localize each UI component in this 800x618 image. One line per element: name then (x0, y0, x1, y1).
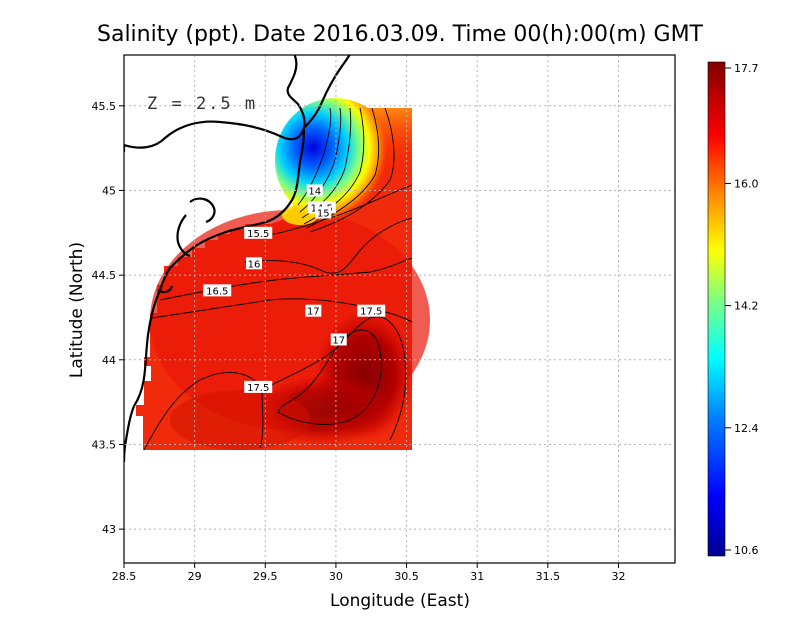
x-tick-label: 29.5 (253, 570, 278, 583)
contour-label-text: 16 (248, 259, 261, 270)
colorbar-ticks: 17.7 16.0 14.2 12.4 10.6 (725, 62, 759, 557)
colorbar-gradient (707, 61, 726, 557)
colorbar-tick-label: 12.4 (734, 422, 759, 435)
x-tick-label: 28.5 (112, 570, 137, 583)
depth-label: Z = 2.5 m (147, 94, 257, 114)
contour-label-box (315, 206, 332, 219)
contour-label-box (357, 304, 386, 317)
contour-label-text: 17.5 (247, 383, 269, 394)
x-tick-label: 32 (611, 570, 625, 583)
y-tick-label: 44 (102, 354, 116, 367)
colorbar-tick-label: 10.6 (734, 544, 759, 557)
y-tick-label: 44.5 (92, 269, 117, 282)
contour-label-text: 17 (332, 335, 345, 346)
colorbar-tick-label: 14.2 (734, 300, 759, 313)
contour-label-text: 15 (317, 208, 330, 219)
y-axis-label: Latitude (North) (67, 242, 87, 378)
contour-label-box (306, 184, 323, 197)
contour-label-text: 16.5 (206, 286, 228, 297)
x-tick-label: 31.5 (536, 570, 561, 583)
x-tick-label: 30.5 (394, 570, 419, 583)
contour-label-box (245, 257, 262, 270)
contour-label: 17.5 (357, 304, 386, 318)
colorbar: 17.7 16.0 14.2 12.4 10.6 (707, 61, 759, 557)
contour-label: 16 (245, 257, 262, 270)
plot-border (123, 54, 676, 564)
contour-label: 17 (305, 304, 322, 318)
chart-title: Salinity (ppt). Date 2016.03.09. Time 00… (97, 22, 704, 47)
contour-label-box (305, 304, 322, 317)
grid-lines (124, 55, 675, 563)
x-tick-label: 30 (329, 570, 343, 583)
contour-label: 15.5 (244, 226, 273, 240)
contour-label-box (244, 380, 273, 393)
x-tick-label: 29 (188, 570, 202, 583)
y-tick-label: 45.5 (92, 100, 117, 113)
contour-label-text: 17 (307, 307, 320, 318)
contour-label-text: 17.5 (360, 307, 382, 318)
x-axis-label: Longitude (East) (330, 591, 470, 611)
contour-label-box (203, 284, 232, 297)
y-tick-label: 45 (102, 184, 116, 197)
contour-label: 15 (315, 206, 332, 219)
contour-label: 17 (330, 333, 347, 346)
contour-label: 17.5 (244, 380, 273, 394)
x-axis-ticks: 28.5 29 29.5 30 30.5 31 31.5 32 (112, 563, 625, 583)
y-axis-ticks: 43 43.5 44 44.5 45 45.5 (92, 100, 124, 536)
contour-label-box (244, 226, 273, 239)
y-tick-label: 43 (102, 523, 116, 536)
x-tick-label: 31 (470, 570, 484, 583)
salinity-field (136, 98, 430, 450)
colorbar-tick-label: 16.0 (734, 177, 759, 190)
colorbar-tick-label: 17.7 (734, 62, 759, 75)
y-tick-label: 43.5 (92, 438, 117, 451)
contour-label-text: 14 (308, 186, 321, 197)
contour-label-box (330, 333, 347, 346)
contour-label: 16.5 (203, 284, 232, 297)
contour-label-text: 15.5 (247, 229, 269, 240)
contour-label: 14 (306, 184, 323, 197)
